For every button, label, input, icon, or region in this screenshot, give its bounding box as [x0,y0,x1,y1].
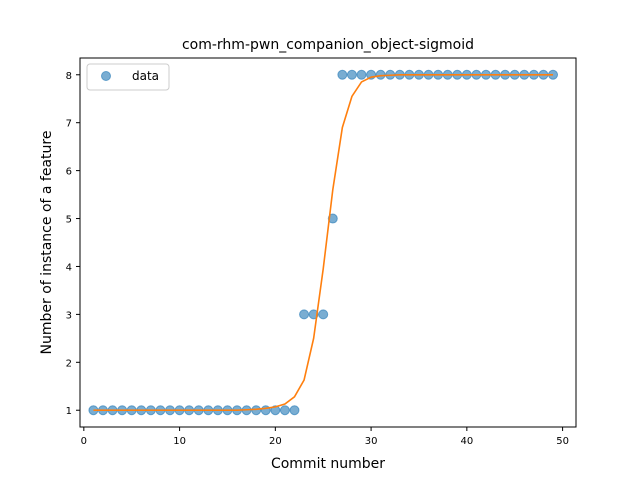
data-point [280,406,289,415]
y-tick-label: 8 [66,71,72,82]
chart-title: com-rhm-pwn_companion_object-sigmoid [182,37,474,53]
y-tick-label: 5 [66,215,72,226]
x-tick-label: 40 [460,436,473,447]
y-tick-label: 6 [66,167,72,178]
legend-label-data: data [132,69,159,83]
y-axis-label: Number of instance of a feature [39,131,55,355]
data-point [252,406,261,415]
x-tick-label: 0 [81,436,87,447]
y-tick-label: 4 [66,262,72,273]
data-point [357,70,366,79]
data-point [290,406,299,415]
x-tick-label: 10 [173,436,186,447]
y-tick-label: 2 [66,358,72,369]
y-tick-label: 7 [66,119,72,130]
legend-marker-data [102,72,111,81]
y-tick-label: 3 [66,310,72,321]
y-tick-label: 1 [66,406,72,417]
data-point [376,70,385,79]
x-tick-label: 50 [556,436,569,447]
data-point [347,70,356,79]
x-tick-label: 30 [365,436,378,447]
data-point [338,70,347,79]
x-axis-label: Commit number [271,456,385,472]
data-point [319,310,328,319]
legend: data [87,64,169,90]
data-point [300,310,309,319]
x-tick-label: 20 [269,436,282,447]
